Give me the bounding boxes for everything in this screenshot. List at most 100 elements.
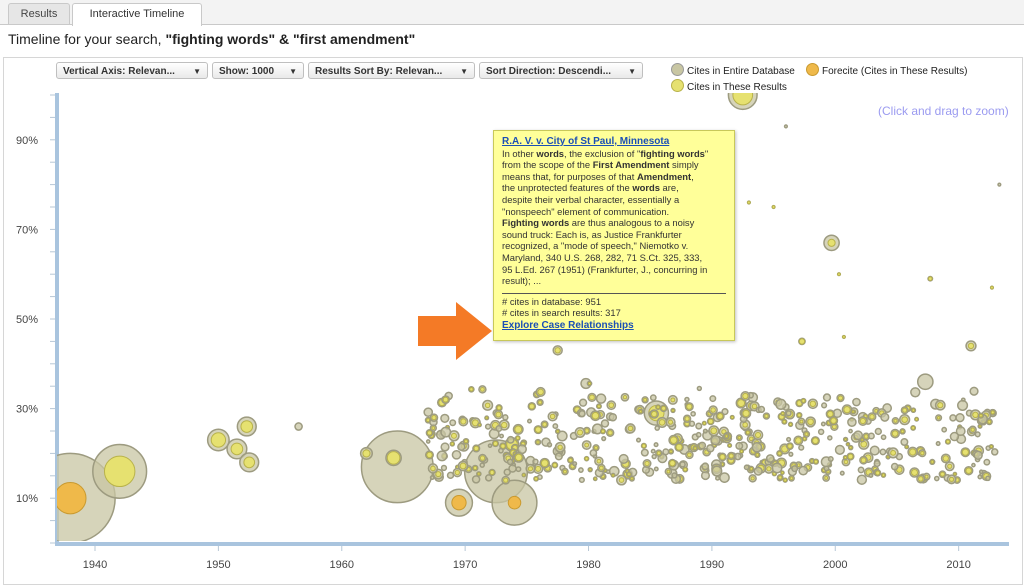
bubble-these-results — [782, 419, 787, 424]
excerpt-line: Maryland, 340 U.S. 268, 282, 71 S.Ct. 32… — [502, 251, 703, 263]
bubble-entire-db — [785, 410, 792, 417]
bubble-entire-db — [526, 418, 533, 424]
bubble-these-results — [686, 403, 693, 410]
bubble-these-results — [780, 471, 784, 475]
bubble-entire-db — [446, 471, 455, 480]
explore-case-relationships-link[interactable]: Explore Case Relationships — [502, 319, 634, 331]
bubble-these-results — [477, 472, 481, 476]
bubble-these-results — [639, 409, 643, 414]
bubble-these-results — [949, 476, 955, 482]
bubble-entire-db — [879, 448, 887, 456]
bubble-these-results — [748, 436, 754, 442]
bubble-these-results — [813, 459, 819, 464]
bubble-these-results — [965, 467, 972, 474]
bubble-these-results — [972, 411, 979, 419]
bubble-these-results — [535, 465, 542, 472]
excerpt-line: recognized, a "mode of speech," Niemotko… — [502, 240, 689, 252]
bubble-these-results — [596, 458, 602, 464]
bubble-these-results — [831, 424, 837, 430]
bubble-these-results — [593, 445, 599, 450]
bubble-these-results — [798, 338, 806, 345]
y-tick-label: 50% — [16, 314, 38, 326]
bubble-these-results — [522, 473, 526, 477]
legend-entire-db: Cites in Entire Database — [671, 63, 795, 77]
vertical-axis-dropdown[interactable]: Vertical Axis: Relevan... ▼ — [56, 62, 208, 79]
bubble-entire-db — [429, 475, 435, 481]
bubble-these-results — [593, 477, 597, 481]
excerpt-line: In other words, the exclusion of "fighti… — [502, 147, 709, 159]
bubble-these-results — [745, 430, 750, 435]
bubble-these-results — [587, 381, 592, 386]
bubble-these-results — [500, 443, 506, 449]
bubble-these-results — [103, 455, 136, 488]
bubble-these-results — [362, 449, 371, 458]
bubble-these-results — [824, 476, 829, 480]
bubble-entire-db — [515, 466, 522, 473]
bubble-entire-db — [423, 407, 434, 418]
bubble-these-results — [661, 405, 667, 411]
legend-swatch-orange — [806, 63, 819, 76]
bubble-these-results — [742, 409, 750, 418]
sort-by-dropdown[interactable]: Results Sort By: Relevan... ▼ — [308, 62, 475, 79]
bubble-these-results — [728, 453, 734, 459]
bubble-these-results — [781, 411, 785, 416]
bubble-entire-db — [820, 421, 826, 427]
bubble-these-results — [724, 434, 729, 438]
bubble-entire-db — [969, 386, 979, 396]
bubble-these-results — [630, 477, 634, 481]
bubble-these-results — [527, 466, 534, 472]
bubble-entire-db — [709, 395, 717, 403]
bubble-these-results — [990, 410, 995, 415]
bubble-these-results — [693, 446, 697, 450]
bubble-these-results — [598, 465, 604, 471]
bubble-these-results — [754, 431, 762, 439]
bubble-these-results — [669, 449, 673, 454]
bubble-these-results — [669, 436, 678, 444]
bubble-entire-db — [971, 462, 976, 468]
bubble-these-results — [886, 455, 890, 459]
bubble-these-results — [881, 473, 886, 477]
bubble-these-results — [937, 402, 944, 409]
case-link[interactable]: R.A. V. v. City of St Paul, Minnesota — [502, 136, 670, 147]
bubble-entire-db — [957, 399, 969, 411]
bubble-these-results — [945, 439, 951, 444]
bubble-entire-db — [696, 385, 703, 392]
bubble-these-results — [851, 410, 855, 414]
bubble-these-results — [837, 395, 844, 401]
bubble-entire-db — [791, 465, 799, 473]
show-dropdown[interactable]: Show: 1000 ▼ — [212, 62, 304, 79]
y-tick-label: 10% — [16, 493, 38, 505]
bubble-entire-db — [710, 434, 721, 446]
bubble-entire-db — [546, 442, 553, 448]
bubble-these-results — [727, 443, 732, 448]
bubble-entire-db — [711, 465, 723, 477]
bubble-entire-db — [294, 422, 303, 431]
bubble-these-results — [911, 408, 916, 412]
bubble-entire-db — [653, 442, 659, 448]
bubble-these-results — [911, 425, 916, 430]
sort-direction-dropdown[interactable]: Sort Direction: Descendi... ▼ — [479, 62, 643, 79]
tick-labels: 1940 1950 1960 1970 1980 1990 2000 2010 10% 30% 50… — [16, 135, 971, 571]
bubble-entire-db — [757, 405, 766, 414]
bubble-these-results — [730, 415, 734, 420]
case-tooltip: R.A. V. v. City of St Paul, Minnesota In… — [493, 130, 735, 341]
bubble-these-results — [902, 407, 908, 413]
page-title: Timeline for your search, "fighting word… — [8, 31, 415, 47]
tab-results[interactable]: Results — [8, 3, 70, 24]
bubble-entire-db — [471, 475, 481, 484]
sort-by-label: Results Sort By: Relevan... — [315, 66, 443, 77]
title-prefix: Timeline for your search, — [8, 31, 166, 47]
bubble-these-results — [641, 443, 647, 449]
bubble-entire-db — [451, 449, 462, 460]
bubble-these-results — [459, 462, 467, 470]
bubble-entire-db — [997, 182, 1002, 187]
tab-interactive-timeline[interactable]: Interactive Timeline — [72, 3, 202, 26]
bubble-these-results — [534, 476, 539, 481]
bubble-these-results — [480, 387, 485, 392]
bubble-entire-db — [874, 427, 883, 436]
bubble-entire-db — [503, 468, 511, 476]
bubble-entire-db — [425, 439, 431, 444]
bubble-these-results — [537, 388, 544, 396]
bubble-entire-db — [880, 434, 887, 441]
